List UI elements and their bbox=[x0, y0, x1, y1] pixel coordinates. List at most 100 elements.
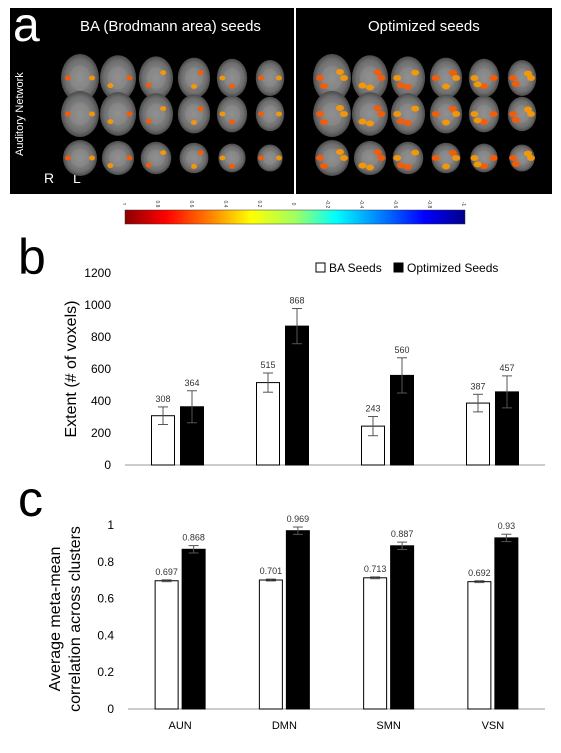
colorbar-tick-label: 0.8 bbox=[154, 201, 160, 208]
brain-slice bbox=[99, 55, 137, 101]
data-label: 0.692 bbox=[468, 568, 491, 578]
y-tick-label: 600 bbox=[91, 362, 111, 376]
data-label: 243 bbox=[365, 404, 380, 414]
colorbar-tick-label: -1 bbox=[460, 202, 466, 207]
brain-map-panel: a BA (Brodmann area) seeds Optimized see… bbox=[10, 2, 552, 194]
brain-slice bbox=[509, 144, 535, 172]
brain-slice bbox=[255, 60, 285, 96]
error-bar bbox=[292, 308, 302, 345]
data-label: 515 bbox=[260, 360, 275, 370]
data-label: 364 bbox=[184, 378, 199, 388]
colorbar-tick-label: -0.6 bbox=[392, 200, 398, 209]
colorbar-tick-label: 0.6 bbox=[188, 201, 194, 208]
error-bar bbox=[473, 393, 483, 413]
bar bbox=[154, 580, 179, 710]
right-hemisphere-label: R bbox=[44, 170, 55, 186]
y-tick-label: 0.8 bbox=[97, 555, 114, 569]
optimized-seeds-title: Optimized seeds bbox=[368, 18, 480, 35]
error-bar bbox=[158, 406, 168, 426]
brain-slice bbox=[140, 141, 172, 175]
y-tick-label: 400 bbox=[91, 394, 111, 408]
panel-letter-c: c bbox=[18, 471, 43, 527]
colorbar-tick-label: 1 bbox=[123, 203, 126, 206]
brain-slices-grid bbox=[61, 54, 537, 176]
legend-label: Optimized Seeds bbox=[407, 261, 498, 275]
brain-slice bbox=[351, 92, 389, 136]
error-bar bbox=[370, 576, 381, 580]
brain-slice bbox=[353, 140, 387, 176]
brain-slice bbox=[255, 96, 285, 132]
brain-slice bbox=[177, 94, 211, 134]
data-label: 868 bbox=[289, 296, 304, 306]
error-bar bbox=[397, 541, 408, 550]
y-tick-label: 1000 bbox=[84, 298, 111, 312]
legend-item: Optimized Seeds bbox=[393, 261, 498, 275]
panel-divider bbox=[294, 8, 296, 194]
bar bbox=[285, 325, 309, 466]
data-label: 0.969 bbox=[287, 514, 310, 524]
brain-slice bbox=[179, 142, 209, 174]
brain-slice bbox=[101, 140, 135, 176]
brain-slice bbox=[468, 58, 500, 98]
brain-slice bbox=[61, 91, 99, 137]
brain-slice bbox=[392, 141, 424, 175]
brain-slice bbox=[470, 143, 498, 173]
colorbar-tick-label: -0.4 bbox=[358, 200, 364, 209]
legend-swatch bbox=[315, 262, 326, 273]
data-label: 0.697 bbox=[155, 567, 178, 577]
brain-slice bbox=[99, 92, 137, 136]
panel-letter-a: a bbox=[13, 0, 40, 52]
legend-label: BA Seeds bbox=[329, 261, 382, 275]
colorbar-tick-label: 0.4 bbox=[222, 201, 228, 208]
data-label: 387 bbox=[470, 381, 485, 391]
data-label: 308 bbox=[155, 394, 170, 404]
y-tick-label: 0 bbox=[107, 702, 114, 716]
bar bbox=[467, 581, 492, 710]
category-label: VSN bbox=[482, 720, 505, 732]
bar bbox=[494, 537, 519, 710]
y-tick-label: 800 bbox=[91, 330, 111, 344]
y-tick-label: 200 bbox=[91, 426, 111, 440]
error-bar bbox=[187, 390, 197, 424]
data-label: 0.93 bbox=[498, 521, 516, 531]
bar bbox=[363, 577, 388, 710]
y-axis-label-line1: Average meta-mean bbox=[47, 547, 64, 692]
error-bar bbox=[501, 533, 512, 543]
chart-legend: BA Seeds Optimized Seeds bbox=[315, 261, 498, 275]
legend-item: BA Seeds bbox=[315, 261, 382, 275]
error-bar bbox=[292, 526, 303, 535]
brain-slice bbox=[216, 58, 248, 98]
brain-slice bbox=[313, 54, 351, 102]
data-label: 0.701 bbox=[260, 566, 283, 576]
brain-slice bbox=[61, 54, 99, 102]
category-label: AUN bbox=[169, 720, 192, 732]
error-bar bbox=[265, 578, 276, 582]
error-bar bbox=[474, 580, 485, 584]
error-bar bbox=[502, 375, 512, 409]
ba-seeds-title: BA (Brodmann area) seeds bbox=[80, 18, 261, 35]
colorbar: 1 0.8 0.6 0.4 0.2 0 -0.2 -0.4 -0.6 -0.8 -1 bbox=[123, 200, 466, 225]
brain-slice bbox=[351, 55, 389, 101]
data-label: 0.868 bbox=[182, 533, 205, 543]
brain-slice bbox=[257, 144, 283, 172]
data-label: 560 bbox=[394, 345, 409, 355]
colorbar-tick-label: 0.2 bbox=[256, 201, 262, 208]
y-tick-label: 0 bbox=[104, 458, 111, 472]
bar bbox=[285, 530, 310, 710]
bar bbox=[390, 545, 415, 710]
y-tick-label: 1200 bbox=[84, 266, 111, 280]
brain-slice bbox=[216, 95, 248, 133]
y-axis-label-line2: correlation across clusters bbox=[67, 526, 84, 712]
brain-slice bbox=[507, 96, 537, 132]
y-tick-label: 0.6 bbox=[97, 592, 114, 606]
correlation-bar-chart: 0 0.2 0.4 0.6 0.8 1 AUN 0.697 0.868 DMN 0.701 0.969… bbox=[47, 514, 545, 732]
bar bbox=[181, 548, 206, 710]
brain-slice bbox=[218, 143, 246, 173]
legend-swatch bbox=[393, 262, 404, 273]
data-label: 0.713 bbox=[364, 564, 387, 574]
brain-slice bbox=[429, 57, 463, 99]
brain-slice bbox=[138, 93, 174, 135]
category-label: SMN bbox=[376, 720, 401, 732]
brain-slice bbox=[429, 94, 463, 134]
panel-letter-b: b bbox=[18, 229, 46, 285]
